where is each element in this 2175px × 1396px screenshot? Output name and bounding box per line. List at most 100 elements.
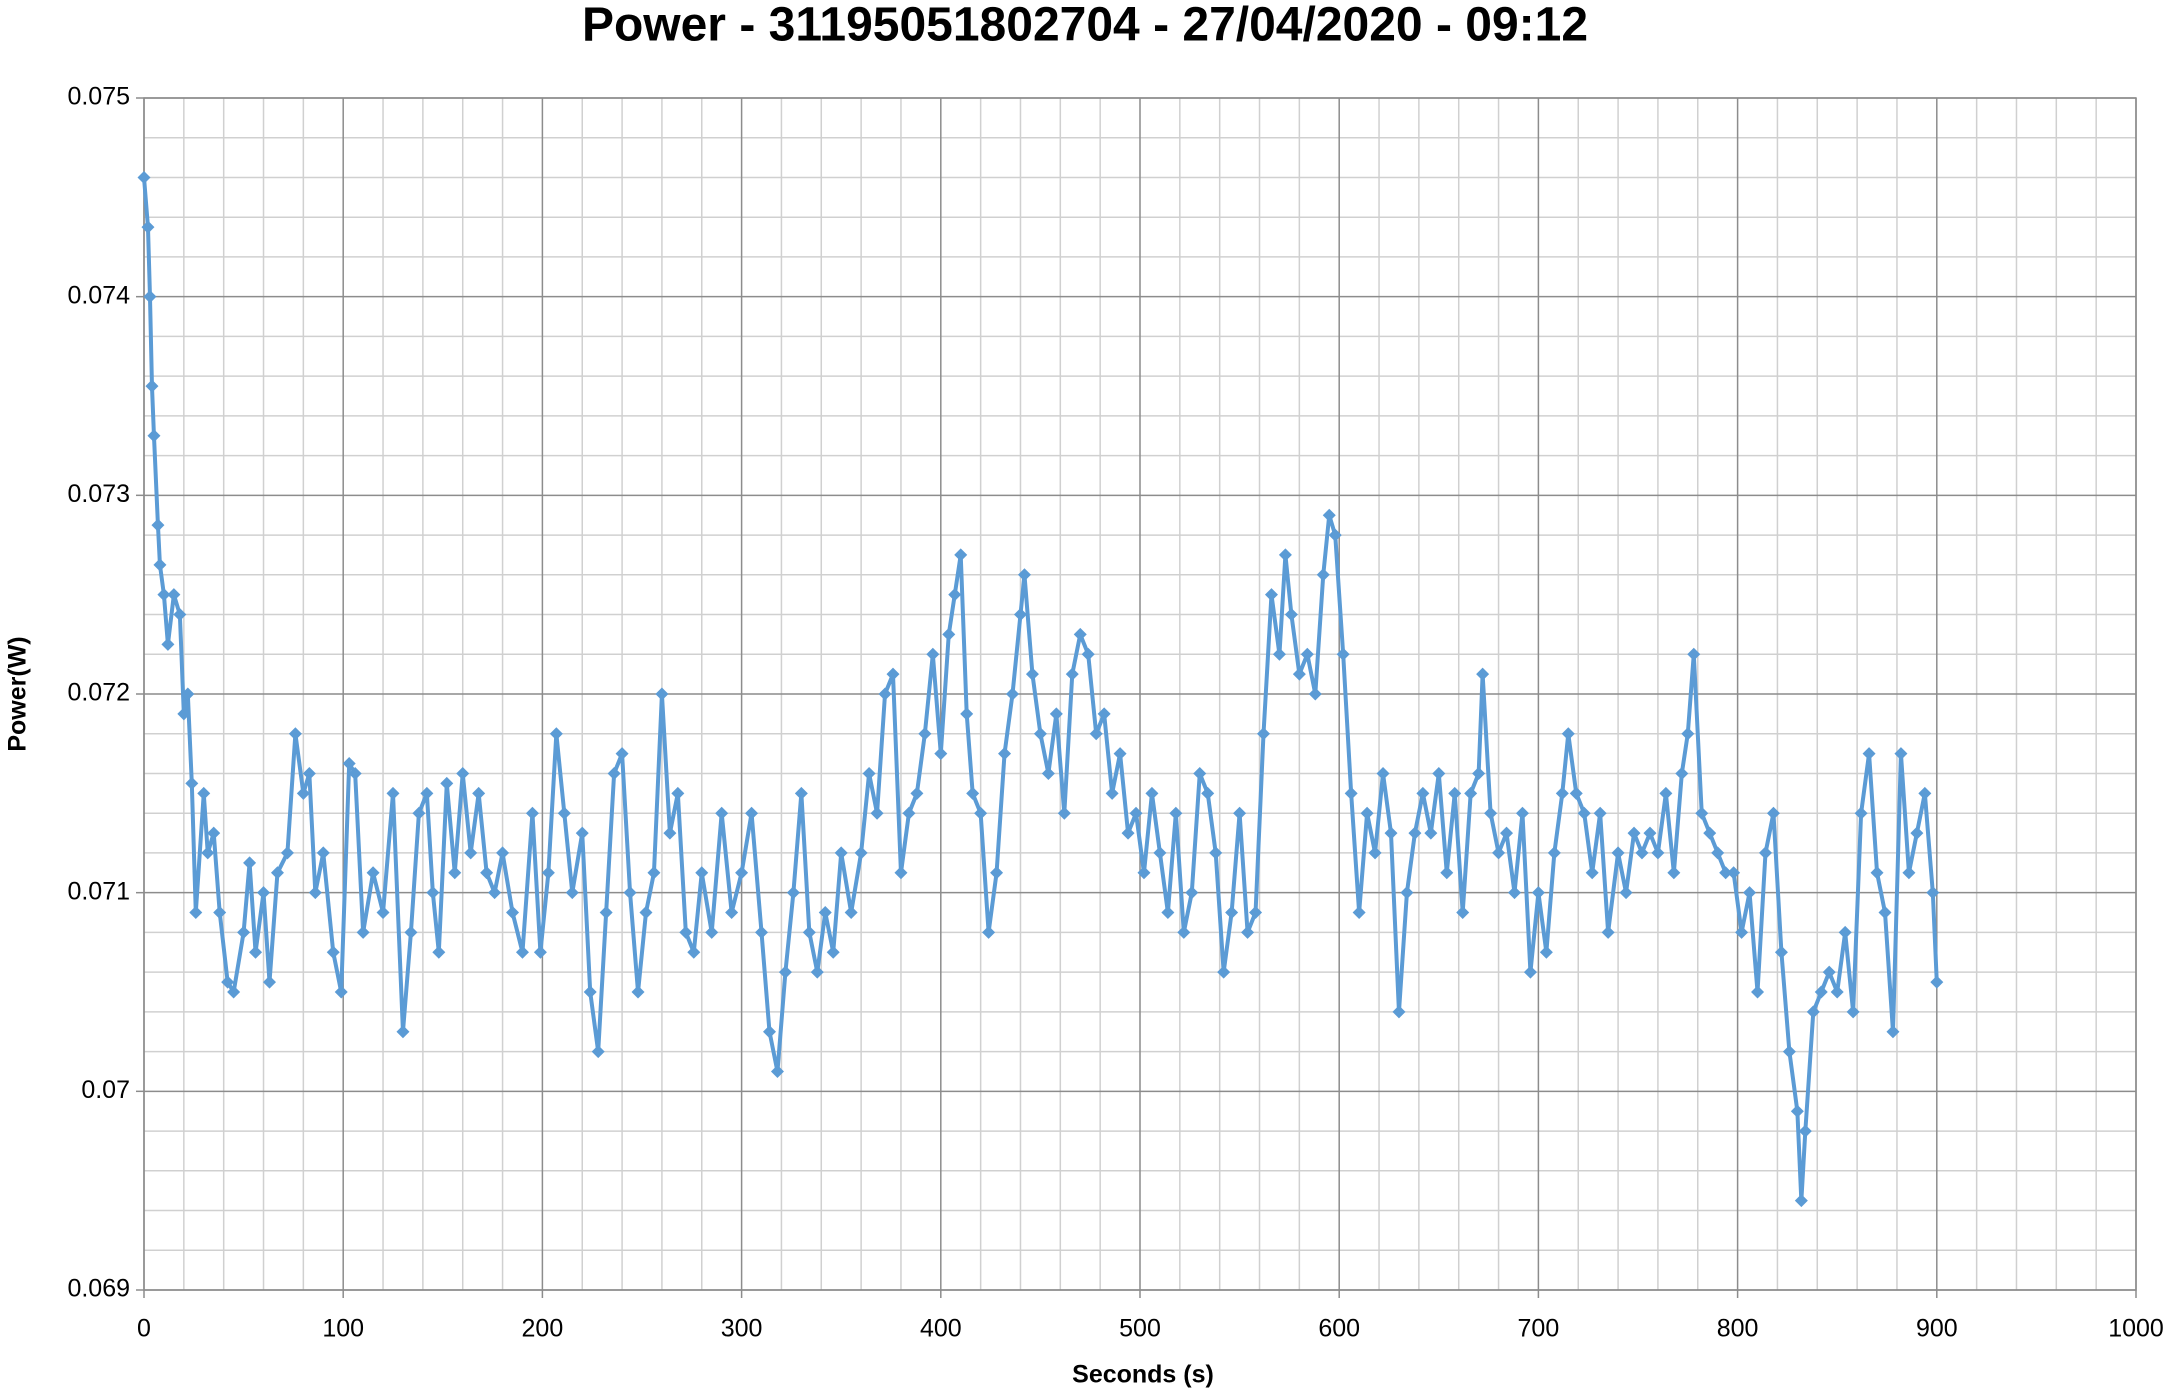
data-point xyxy=(308,886,322,900)
data-point xyxy=(715,806,729,820)
data-point xyxy=(1006,687,1020,701)
data-point xyxy=(348,766,362,780)
data-point xyxy=(1569,786,1583,800)
data-point xyxy=(862,766,876,780)
data-point xyxy=(404,925,418,939)
data-point xyxy=(565,886,579,900)
data-point xyxy=(834,846,848,860)
data-point xyxy=(1547,846,1561,860)
data-point xyxy=(671,786,685,800)
data-point xyxy=(1500,826,1514,840)
data-point xyxy=(1300,647,1314,661)
data-point xyxy=(1846,1005,1860,1019)
data-point xyxy=(623,886,637,900)
data-point xyxy=(894,866,908,880)
data-point xyxy=(221,975,235,989)
data-point xyxy=(472,786,486,800)
data-point xyxy=(1492,846,1506,860)
data-point xyxy=(197,786,211,800)
data-point xyxy=(583,985,597,999)
data-point xyxy=(151,518,165,532)
data-point xyxy=(1368,846,1382,860)
data-point xyxy=(376,906,390,920)
data-point xyxy=(599,906,613,920)
x-tick-label: 700 xyxy=(1518,1315,1560,1343)
data-point xyxy=(1910,826,1924,840)
y-tick-label: 0.072 xyxy=(67,679,130,707)
data-point xyxy=(1766,806,1780,820)
y-tick-label: 0.073 xyxy=(67,480,130,508)
data-point xyxy=(302,766,316,780)
data-point xyxy=(998,747,1012,761)
data-point xyxy=(1017,568,1031,582)
data-point xyxy=(1392,1005,1406,1019)
data-point xyxy=(1225,906,1239,920)
data-point xyxy=(1894,747,1908,761)
data-point xyxy=(1523,965,1537,979)
data-point xyxy=(1507,886,1521,900)
data-point xyxy=(1814,985,1828,999)
data-point xyxy=(243,856,257,870)
data-point xyxy=(954,548,968,562)
data-point xyxy=(456,766,470,780)
data-point xyxy=(1448,786,1462,800)
data-point xyxy=(818,906,832,920)
data-point xyxy=(1456,906,1470,920)
data-point xyxy=(1272,647,1286,661)
data-point xyxy=(1264,588,1278,602)
data-point xyxy=(1249,906,1263,920)
x-tick-label: 100 xyxy=(322,1315,364,1343)
data-point xyxy=(137,170,151,184)
data-point xyxy=(1013,608,1027,622)
y-tick-label: 0.07 xyxy=(81,1076,130,1104)
y-axis-label: Power(W) xyxy=(4,636,32,751)
data-point xyxy=(1703,826,1717,840)
data-point xyxy=(1555,786,1569,800)
data-point xyxy=(1930,975,1944,989)
data-point xyxy=(296,786,310,800)
data-point xyxy=(1033,727,1047,741)
data-point xyxy=(557,806,571,820)
data-point xyxy=(725,906,739,920)
data-point xyxy=(1531,886,1545,900)
data-point xyxy=(141,220,155,234)
data-point xyxy=(173,608,187,622)
data-point xyxy=(1145,786,1159,800)
data-point xyxy=(1129,806,1143,820)
data-point xyxy=(1081,647,1095,661)
data-point xyxy=(1416,786,1430,800)
data-point xyxy=(1278,548,1292,562)
data-point xyxy=(1476,667,1490,681)
data-point xyxy=(1561,727,1575,741)
data-point xyxy=(161,637,175,651)
data-point xyxy=(1073,627,1087,641)
data-point xyxy=(145,379,159,393)
data-point xyxy=(663,826,677,840)
data-point xyxy=(1384,826,1398,840)
data-point xyxy=(926,647,940,661)
data-point xyxy=(237,925,251,939)
data-point xyxy=(1308,687,1322,701)
y-tick-label: 0.074 xyxy=(67,281,130,309)
data-point xyxy=(326,945,340,959)
data-point xyxy=(227,985,241,999)
data-point xyxy=(974,806,988,820)
x-tick-label: 600 xyxy=(1318,1315,1360,1343)
data-point xyxy=(1137,866,1151,880)
data-point xyxy=(1257,727,1271,741)
data-point xyxy=(412,806,426,820)
data-point xyxy=(1464,786,1478,800)
data-point xyxy=(615,747,629,761)
data-point xyxy=(1209,846,1223,860)
data-point xyxy=(1089,727,1103,741)
data-point xyxy=(1675,766,1689,780)
data-point xyxy=(143,290,157,304)
data-point xyxy=(262,975,276,989)
data-point xyxy=(1782,1045,1796,1059)
x-tick-label: 200 xyxy=(522,1315,564,1343)
data-point xyxy=(1635,846,1649,860)
data-point xyxy=(786,886,800,900)
data-point xyxy=(177,707,191,721)
data-point xyxy=(270,866,284,880)
data-point xyxy=(854,846,868,860)
